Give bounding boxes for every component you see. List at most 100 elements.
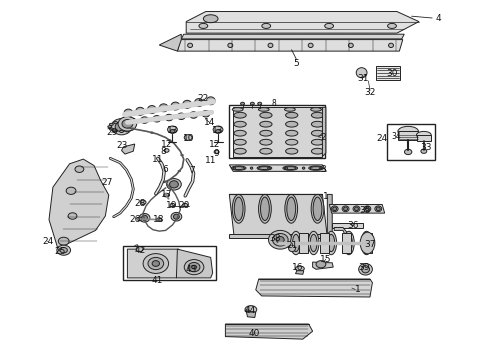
Bar [376,66,400,80]
Text: 17: 17 [161,190,172,199]
Ellipse shape [260,130,272,136]
Ellipse shape [313,197,322,220]
Text: 5: 5 [294,59,299,68]
Ellipse shape [360,232,375,254]
Text: 11: 11 [205,156,217,165]
Text: 22: 22 [198,94,209,103]
Ellipse shape [178,170,181,172]
Ellipse shape [260,121,272,127]
Ellipse shape [184,260,204,275]
Text: 11: 11 [152,155,164,163]
Ellipse shape [184,135,192,140]
Text: 35: 35 [359,206,371,215]
Text: 18: 18 [153,215,165,224]
Ellipse shape [312,121,323,127]
Polygon shape [334,228,348,237]
Ellipse shape [234,112,246,118]
Ellipse shape [231,166,246,170]
Ellipse shape [326,231,337,255]
Ellipse shape [130,128,134,130]
Ellipse shape [260,112,272,118]
Text: 43: 43 [185,265,197,274]
Ellipse shape [312,148,323,154]
Ellipse shape [286,130,298,136]
Text: 36: 36 [347,221,359,230]
Ellipse shape [291,231,301,255]
Ellipse shape [260,139,272,145]
Polygon shape [176,249,213,278]
Ellipse shape [143,253,169,274]
Ellipse shape [404,149,412,155]
Ellipse shape [356,68,367,78]
Text: 8: 8 [161,147,167,156]
Ellipse shape [345,234,352,252]
Ellipse shape [118,117,137,131]
Text: 25: 25 [54,247,66,256]
Ellipse shape [259,167,270,170]
Polygon shape [246,312,256,318]
Ellipse shape [331,206,338,212]
Ellipse shape [363,234,370,252]
Text: 39: 39 [358,263,369,272]
Text: 8: 8 [271,99,276,108]
Text: 1: 1 [355,285,361,294]
Polygon shape [327,194,332,238]
Text: 32: 32 [364,89,376,98]
Ellipse shape [167,179,181,190]
Ellipse shape [232,194,245,223]
Ellipse shape [234,148,246,154]
Ellipse shape [333,207,337,211]
Bar [229,105,325,158]
Ellipse shape [165,114,173,121]
Ellipse shape [293,234,299,252]
Ellipse shape [233,167,235,169]
Ellipse shape [310,234,317,252]
Text: 6: 6 [163,166,169,175]
Ellipse shape [289,245,295,252]
Polygon shape [233,107,322,157]
Bar [398,131,418,140]
Polygon shape [49,159,109,248]
Ellipse shape [170,181,178,188]
Ellipse shape [389,43,393,48]
Ellipse shape [148,257,164,270]
Polygon shape [313,262,333,269]
Polygon shape [159,34,181,51]
Bar [417,135,431,141]
Ellipse shape [66,187,76,194]
Ellipse shape [285,108,295,111]
Ellipse shape [268,43,273,48]
Text: 34: 34 [391,132,401,141]
Text: 23: 23 [117,141,128,150]
Text: 12: 12 [161,140,172,149]
Ellipse shape [170,203,175,207]
Text: 44: 44 [245,306,255,315]
Ellipse shape [68,213,77,219]
Ellipse shape [171,212,182,221]
Ellipse shape [128,118,136,125]
Text: 19: 19 [166,202,177,210]
Bar [387,124,435,160]
Ellipse shape [302,167,305,169]
Polygon shape [177,40,403,51]
Ellipse shape [203,15,218,23]
Ellipse shape [60,248,68,253]
Ellipse shape [366,207,369,211]
Ellipse shape [285,194,297,223]
Text: 24: 24 [377,134,388,143]
Ellipse shape [250,167,253,169]
Ellipse shape [140,200,146,204]
Ellipse shape [228,43,233,48]
Ellipse shape [173,214,179,219]
Ellipse shape [355,207,359,211]
Ellipse shape [139,213,150,222]
Ellipse shape [183,203,188,207]
Polygon shape [186,12,419,33]
Ellipse shape [124,109,133,117]
Bar [364,233,372,253]
Ellipse shape [348,43,353,48]
Ellipse shape [58,237,69,245]
Ellipse shape [283,166,297,170]
Ellipse shape [147,105,156,113]
Ellipse shape [168,126,177,133]
